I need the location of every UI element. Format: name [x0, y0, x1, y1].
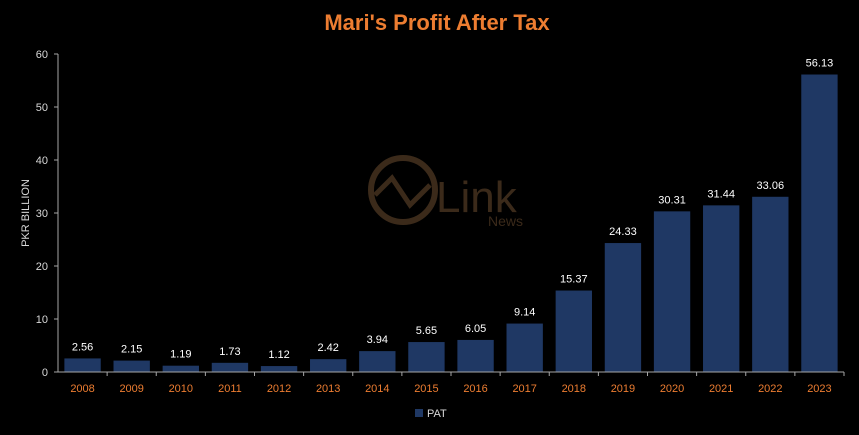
bar-2011	[211, 362, 249, 372]
data-label-2015: 5.65	[416, 325, 437, 337]
bar-2010	[162, 365, 199, 372]
x-tick-label-2022: 2022	[758, 383, 782, 395]
data-label-2017: 9.14	[514, 307, 535, 319]
bar-series	[64, 74, 838, 373]
data-label-2023: 56.13	[806, 58, 834, 70]
bar-2022	[752, 196, 789, 372]
x-tick-label-2016: 2016	[463, 383, 487, 395]
data-label-2009: 2.15	[121, 344, 142, 356]
x-tick-label-2014: 2014	[365, 383, 389, 395]
watermark-logo: Link News	[368, 155, 523, 229]
data-label-2018: 15.37	[560, 274, 588, 286]
y-tick-label: 50	[36, 102, 48, 114]
x-tick-label-2017: 2017	[512, 383, 536, 395]
bar-2019	[604, 243, 642, 372]
data-label-2011: 1.73	[219, 346, 240, 358]
data-label-2010: 1.19	[170, 349, 191, 361]
data-label-2020: 30.31	[658, 194, 686, 206]
y-axis: 0 10 20 30 40 50 60	[36, 49, 59, 379]
x-tick-label-2013: 2013	[316, 383, 340, 395]
bar-2020	[653, 211, 691, 372]
data-label-2022: 33.06	[757, 180, 785, 192]
x-tick-label-2018: 2018	[562, 383, 586, 395]
bar-2008	[64, 358, 101, 372]
chart-title: Mari's Profit After Tax	[324, 10, 550, 35]
data-label-2016: 6.05	[465, 323, 486, 335]
watermark-ring-icon	[368, 155, 438, 225]
bar-2023	[801, 74, 838, 373]
x-tick-label-2019: 2019	[611, 383, 635, 395]
data-label-2012: 1.12	[268, 349, 289, 361]
data-label-2008: 2.56	[72, 341, 93, 353]
y-tick-label: 40	[36, 155, 48, 167]
bar-2013	[310, 359, 347, 372]
x-tick-label-2011: 2011	[218, 383, 242, 395]
bar-2014	[359, 351, 396, 372]
y-tick-label: 10	[36, 314, 48, 326]
x-tick-label-2008: 2008	[70, 383, 94, 395]
y-tick-label: 20	[36, 261, 48, 273]
x-axis: 2008 2009 2010 2011 2012 2013 2014 2015 2016 2017…	[58, 371, 845, 395]
y-axis-label: PKR BILLION	[20, 179, 32, 247]
data-label-2021: 31.44	[707, 188, 735, 200]
x-tick-label-2021: 2021	[709, 383, 733, 395]
watermark-trend-icon	[373, 174, 432, 209]
y-tick-label: 0	[42, 367, 48, 379]
x-tick-label-2023: 2023	[807, 383, 831, 395]
legend: PAT	[415, 408, 447, 420]
y-tick-label: 30	[36, 208, 48, 220]
bar-2021	[703, 205, 740, 372]
y-tick-label: 60	[36, 49, 48, 61]
bar-2015	[408, 342, 445, 372]
data-label-2019: 24.33	[609, 226, 637, 238]
legend-label: PAT	[427, 408, 447, 420]
x-tick-label-2015: 2015	[414, 383, 438, 395]
x-tick-label-2020: 2020	[660, 383, 684, 395]
bar-2012	[260, 366, 298, 372]
x-tick-label-2010: 2010	[169, 383, 193, 395]
legend-swatch	[415, 409, 423, 417]
data-labels: 2.56 2.15 1.19 1.73 1.12 2.42 3.94 5.65 6.05 9.14…	[72, 58, 833, 362]
data-label-2013: 2.42	[317, 342, 338, 354]
x-tick-label-2012: 2012	[267, 383, 291, 395]
bar-2017	[506, 323, 543, 372]
bar-2016	[457, 339, 494, 372]
watermark-text: Link	[436, 173, 518, 222]
bar-2009	[113, 360, 150, 372]
bar-2018	[555, 290, 592, 372]
x-tick-label-2009: 2009	[119, 383, 143, 395]
data-label-2014: 3.94	[367, 334, 388, 346]
watermark-subtext: News	[488, 213, 523, 229]
